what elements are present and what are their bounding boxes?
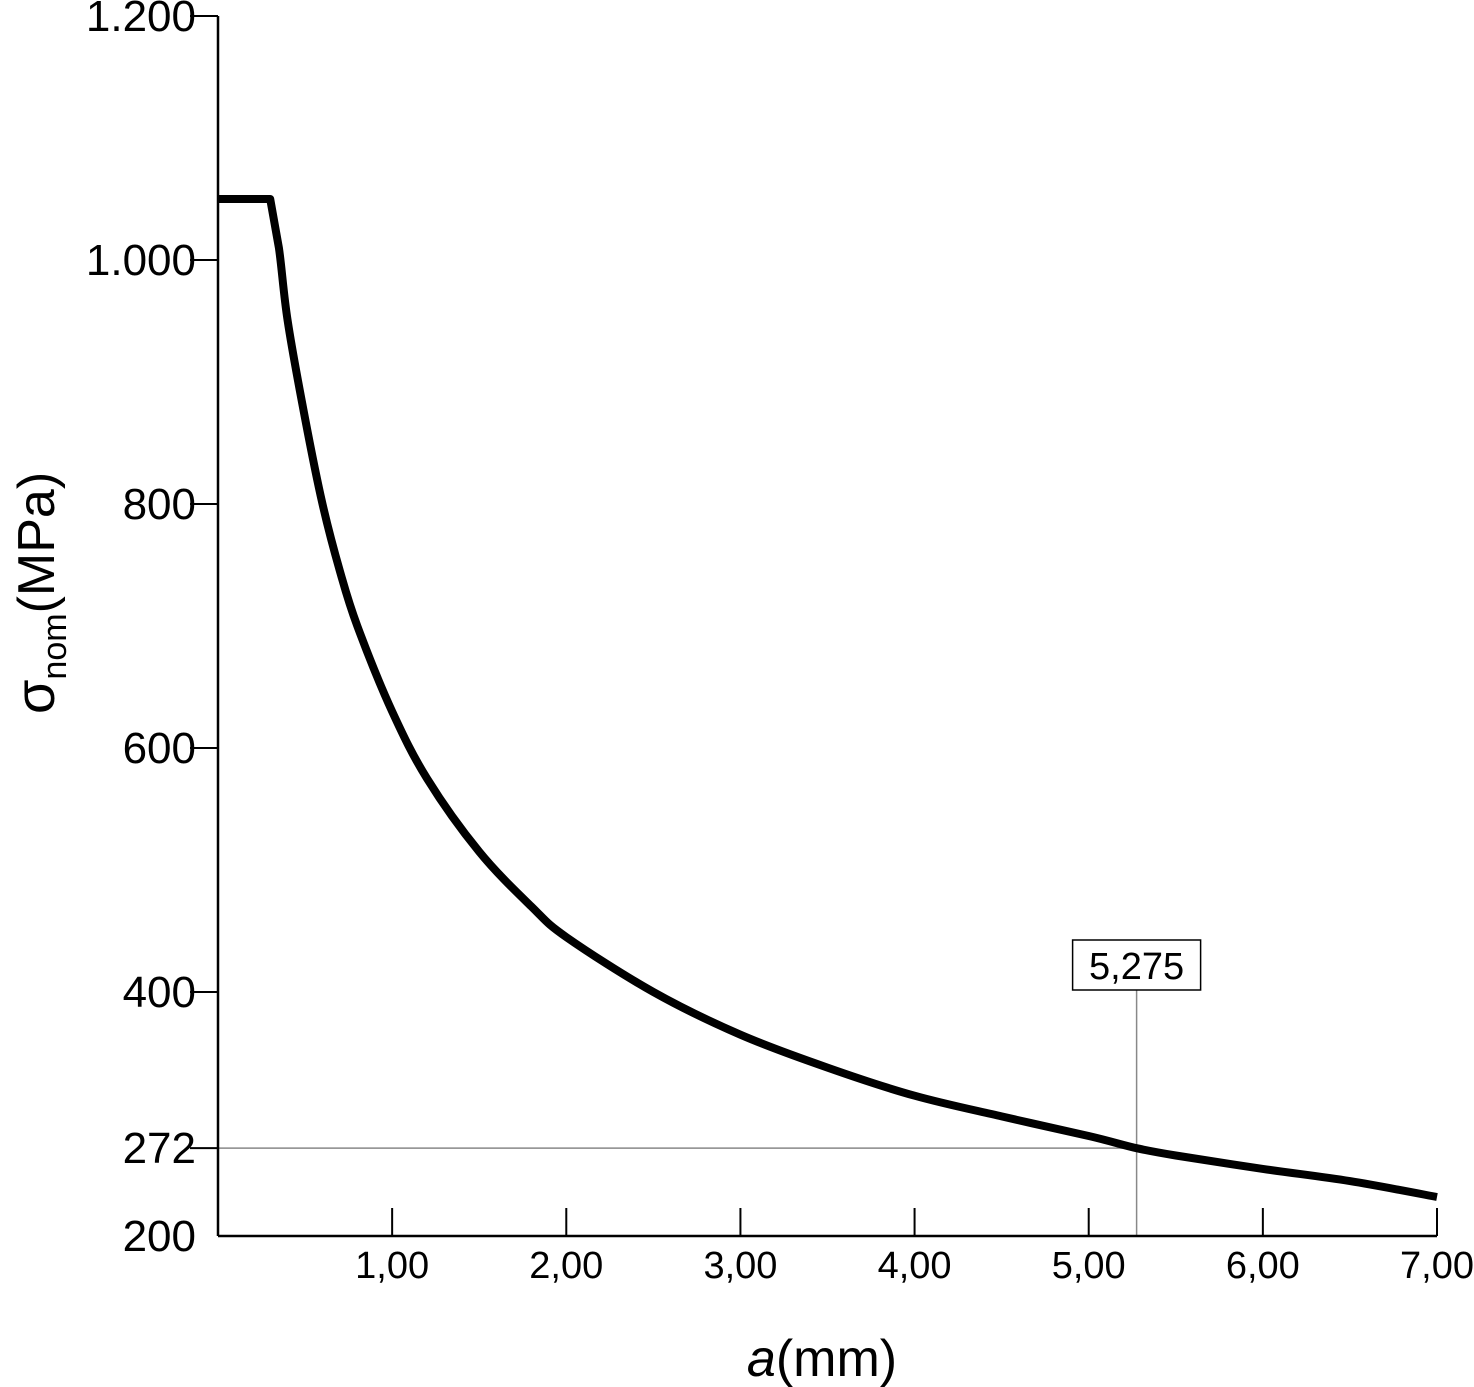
series-line [218, 195, 1438, 1201]
x-tick-label: 2,00 [529, 1245, 603, 1287]
y-axis-title: σnom(MPa) [3, 472, 74, 714]
x-axis-title: a(mm) [747, 1330, 897, 1387]
y-axis-sub: nom [36, 613, 74, 679]
axes [216, 16, 1437, 1238]
annotation-label-layer: 5,275 [1071, 939, 1202, 991]
x-tick-label: 5,00 [1052, 1245, 1126, 1287]
y-tick-label: 272 [123, 1124, 196, 1173]
y-tick-label: 1.200 [86, 0, 196, 41]
x-tick-label: 1,00 [355, 1245, 429, 1287]
y-tick-label: 600 [123, 724, 196, 773]
annotation-label-box [1071, 939, 1202, 991]
y-axis-unit: (MPa) [8, 472, 66, 614]
ticks: 200 272 400 600 800 1.000 1.200 1,00 2,00 3,00 4,0… [86, 0, 1474, 1287]
x-tick-label: 6,00 [1226, 1245, 1300, 1287]
annotation-label: 5,275 [1089, 946, 1184, 988]
y-tick-label: 400 [123, 968, 196, 1017]
y-tick-label: 1.000 [86, 236, 196, 285]
x-tick-label: 7,00 [1400, 1245, 1474, 1287]
x-axis-unit: (mm) [776, 1330, 897, 1387]
x-tick-label: 4,00 [878, 1245, 952, 1287]
y-tick-label: 200 [123, 1212, 196, 1261]
y-axis-var: σ [3, 680, 66, 715]
y-tick-label: 800 [123, 480, 196, 529]
x-tick-label: 3,00 [703, 1245, 777, 1287]
x-axis-var: a [747, 1330, 776, 1387]
annotation-layer [218, 990, 1138, 1236]
series [218, 195, 1438, 1201]
